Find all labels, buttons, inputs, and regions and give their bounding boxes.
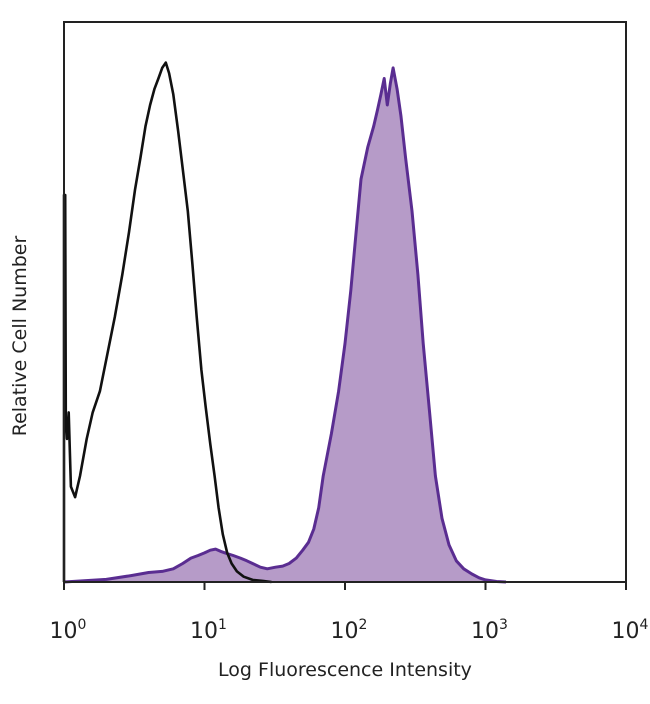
x-axis-label: Log Fluorescence Intensity — [218, 659, 472, 681]
x-tick-label: 100 — [50, 617, 87, 644]
series-0-line — [62, 61, 272, 584]
x-tick-label: 104 — [612, 617, 649, 644]
x-tick-label: 101 — [190, 617, 227, 644]
y-axis-label: Relative Cell Number — [9, 236, 31, 437]
series-layer — [62, 61, 507, 584]
x-tick-label: 103 — [471, 617, 508, 644]
x-tick-label: 102 — [331, 617, 368, 644]
x-axis-ticks: 100 101 102 103 104 — [50, 582, 649, 644]
series-1-area — [64, 67, 506, 582]
series-1-line — [63, 66, 507, 584]
